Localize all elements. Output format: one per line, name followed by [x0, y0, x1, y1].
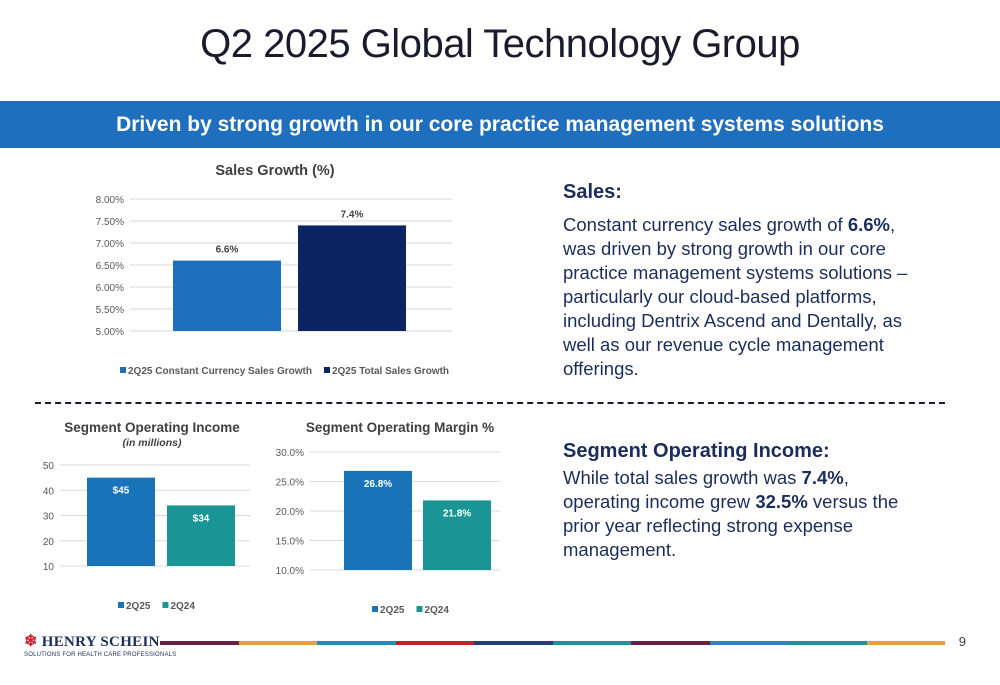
footer-bar-segment	[317, 641, 396, 645]
y-tick-label: 8.00%	[96, 195, 124, 206]
banner: Driven by strong growth in our core prac…	[0, 101, 1000, 148]
legend-swatch	[323, 367, 330, 373]
legend-label: 2Q24	[424, 605, 449, 616]
highlight-value: 32.5%	[755, 491, 808, 512]
legend-swatch	[120, 367, 126, 373]
henry-schein-logo: ❄ HENRY SCHEIN SOLUTIONS FOR HEALTH CARE…	[24, 631, 176, 658]
body-text-run: Constant currency sales growth of	[563, 214, 848, 235]
footer-bar-segment	[788, 641, 867, 645]
y-tick-label: 7.50%	[96, 217, 124, 228]
logo-tagline: SOLUTIONS FOR HEALTH CARE PROFESSIONALS	[24, 652, 177, 658]
sales-heading: Sales:	[563, 181, 622, 203]
logo-name: HENRY SCHEIN	[41, 634, 160, 650]
segment-operating-margin-chart-title: Segment Operating Margin %	[305, 420, 495, 435]
bar	[173, 260, 281, 331]
legend-label: 2Q24	[170, 601, 195, 612]
data-label: 6.6%	[216, 245, 239, 256]
y-tick-label: 30.0%	[276, 448, 304, 459]
footer-bar-segment	[709, 641, 788, 645]
footer-bar-segment	[866, 641, 945, 645]
body-text-run: , operating income grew	[563, 467, 849, 512]
y-tick-label: 10	[43, 562, 55, 573]
legend-label: 2Q25	[380, 605, 405, 616]
y-tick-label: 20.0%	[276, 507, 304, 518]
y-tick-label: 7.00%	[96, 239, 124, 250]
y-tick-label: 25.0%	[276, 478, 304, 489]
logo-mark-icon: ❄	[24, 633, 38, 650]
bar	[344, 470, 412, 570]
footer-bar-segment	[395, 641, 474, 645]
highlight-value: 7.4%	[801, 467, 844, 488]
data-label: $45	[113, 486, 130, 497]
legend-swatch	[162, 602, 169, 608]
legend-swatch	[416, 606, 423, 612]
bar	[298, 225, 406, 331]
footer-bar-segment	[238, 641, 317, 645]
bar	[87, 477, 155, 566]
segment-operating-income-chart-subtitle: (in millions)	[122, 437, 182, 449]
banner-text: Driven by strong growth in our core prac…	[116, 113, 884, 136]
segment-operating-income-body-text: While total sales growth was 7.4%, opera…	[563, 466, 923, 562]
sales-growth-chart-title: Sales Growth (%)	[215, 163, 335, 179]
legend-label: 2Q25 Constant Currency Sales Growth	[128, 366, 312, 377]
y-tick-label: 20	[43, 537, 55, 548]
footer-bar-segment	[474, 641, 553, 645]
footer-bar-segment	[552, 641, 631, 645]
data-label: $34	[193, 513, 210, 524]
data-label: 21.8%	[443, 508, 471, 519]
body-text-run: While total sales growth was	[563, 467, 802, 488]
sales-growth-chart: 5.00% 5.50% 6.00% 6.50% 7.00% 7.50% 8.00% 6.6% 7…	[96, 195, 452, 377]
y-tick-label: 5.50%	[96, 305, 124, 316]
data-label: 7.4%	[341, 209, 364, 220]
segment-operating-margin-chart: 10.0% 15.0% 20.0% 25.0% 30.0% 26.8% 21.8% 2Q25 2…	[276, 448, 500, 616]
segment-operating-income-chart: 10 20 30 40 50 $45 $34 2Q25 2Q24	[43, 461, 250, 612]
legend-swatch	[372, 606, 378, 612]
section-divider	[35, 402, 945, 404]
highlight-value: 6.6%	[847, 214, 890, 235]
sales-body-text: Constant currency sales growth of 6.6%, …	[563, 213, 923, 381]
y-tick-label: 5.00%	[96, 327, 124, 338]
legend-label: 2Q25 Total Sales Growth	[332, 366, 449, 377]
data-label: 26.8%	[364, 479, 392, 490]
legend-label: 2Q25	[126, 601, 151, 612]
y-tick-label: 6.50%	[96, 261, 124, 272]
bar	[423, 500, 491, 570]
page-title: Q2 2025 Global Technology Group	[200, 22, 800, 66]
segment-operating-income-heading: Segment Operating Income:	[563, 440, 830, 462]
footer-bar-segment	[631, 641, 710, 645]
y-tick-label: 30	[43, 512, 55, 523]
page-number: 9	[958, 634, 966, 649]
body-text-run: versus the prior year reflecting strong …	[563, 491, 899, 560]
footer-color-bar	[160, 641, 945, 645]
y-tick-label: 6.00%	[96, 283, 124, 294]
body-text-run: , was driven by strong growth in our cor…	[563, 214, 908, 379]
legend-swatch	[118, 602, 124, 608]
bar	[167, 505, 235, 566]
y-tick-label: 40	[43, 486, 55, 497]
footer-bar-segment	[160, 641, 239, 645]
y-tick-label: 50	[43, 461, 55, 472]
y-tick-label: 15.0%	[276, 537, 304, 548]
segment-operating-income-chart-title: Segment Operating Income	[64, 420, 240, 435]
y-tick-label: 10.0%	[276, 566, 304, 577]
